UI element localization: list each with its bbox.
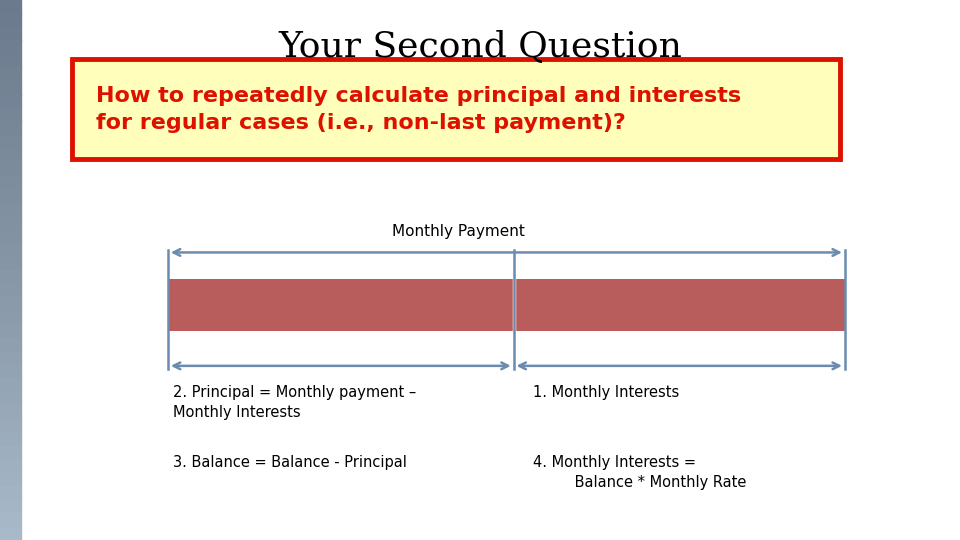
- Text: Monthly Payment: Monthly Payment: [392, 224, 525, 239]
- Bar: [168, 280, 845, 330]
- Text: 4. Monthly Interests =
         Balance * Monthly Rate: 4. Monthly Interests = Balance * Monthly…: [533, 455, 746, 490]
- Bar: [72, 59, 840, 159]
- Text: 3. Balance = Balance - Principal: 3. Balance = Balance - Principal: [173, 455, 407, 470]
- Text: 2. Principal = Monthly payment –
Monthly Interests: 2. Principal = Monthly payment – Monthly…: [173, 384, 416, 420]
- Text: How to repeatedly calculate principal and interests
for regular cases (i.e., non: How to repeatedly calculate principal an…: [96, 86, 741, 133]
- Text: Your Second Question: Your Second Question: [278, 30, 682, 64]
- Text: 1. Monthly Interests: 1. Monthly Interests: [533, 384, 679, 400]
